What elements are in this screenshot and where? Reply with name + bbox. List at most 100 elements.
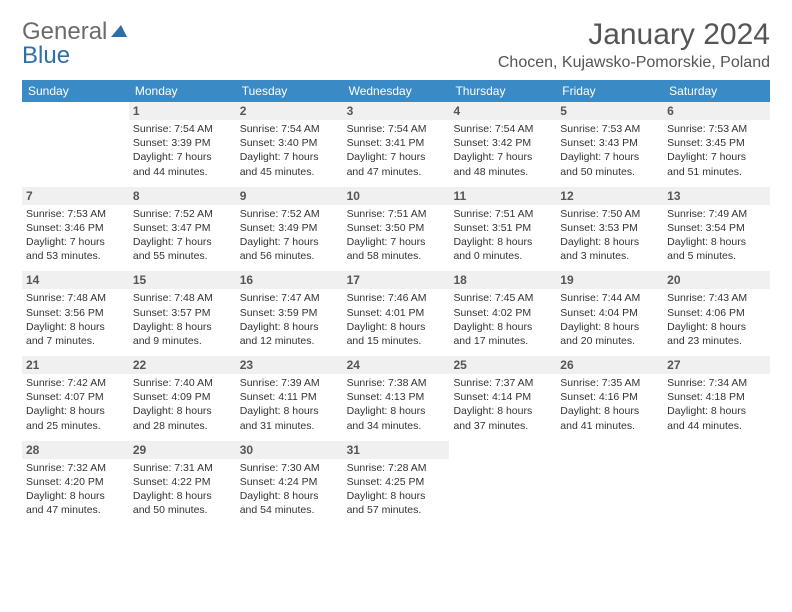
day-number: 7 [22, 187, 129, 205]
day-info-line: and 34 minutes. [347, 419, 446, 433]
daynum-row: 78910111213 [22, 187, 770, 205]
day-info-line: Daylight: 8 hours [453, 320, 552, 334]
day-info-line: Sunrise: 7:52 AM [240, 207, 339, 221]
day-cell: Sunrise: 7:54 AMSunset: 3:40 PMDaylight:… [236, 120, 343, 187]
day-info-line: Sunrise: 7:45 AM [453, 291, 552, 305]
day-cell: Sunrise: 7:54 AMSunset: 3:39 PMDaylight:… [129, 120, 236, 187]
day-info-line: Sunset: 4:06 PM [667, 306, 766, 320]
day-cell: Sunrise: 7:53 AMSunset: 3:43 PMDaylight:… [556, 120, 663, 187]
day-info-line: Sunset: 3:51 PM [453, 221, 552, 235]
day-info-line: and 41 minutes. [560, 419, 659, 433]
day-cell: Sunrise: 7:47 AMSunset: 3:59 PMDaylight:… [236, 289, 343, 356]
day-info-line: Sunrise: 7:51 AM [453, 207, 552, 221]
day-info-line: Sunrise: 7:48 AM [133, 291, 232, 305]
day-info-line: Sunset: 3:43 PM [560, 136, 659, 150]
day-info-line: Sunrise: 7:51 AM [347, 207, 446, 221]
day-number: 9 [236, 187, 343, 205]
day-info-line: Sunrise: 7:48 AM [26, 291, 125, 305]
day-info-line: Sunrise: 7:54 AM [347, 122, 446, 136]
day-cell: Sunrise: 7:30 AMSunset: 4:24 PMDaylight:… [236, 459, 343, 526]
day-info-line: Sunset: 3:45 PM [667, 136, 766, 150]
day-info-line: Sunset: 3:56 PM [26, 306, 125, 320]
week-body-row: Sunrise: 7:48 AMSunset: 3:56 PMDaylight:… [22, 289, 770, 356]
day-number: 26 [556, 356, 663, 374]
day-info-line: Daylight: 8 hours [347, 489, 446, 503]
day-info-line: Sunrise: 7:50 AM [560, 207, 659, 221]
day-info-line: Sunrise: 7:49 AM [667, 207, 766, 221]
day-info-line: Sunset: 3:39 PM [133, 136, 232, 150]
day-info-line: Sunrise: 7:28 AM [347, 461, 446, 475]
day-info-line: and 58 minutes. [347, 249, 446, 263]
day-number: 11 [449, 187, 556, 205]
day-info-line: and 55 minutes. [133, 249, 232, 263]
day-info-line: Daylight: 7 hours [26, 235, 125, 249]
day-info-line: Sunset: 4:18 PM [667, 390, 766, 404]
day-cell: Sunrise: 7:38 AMSunset: 4:13 PMDaylight:… [343, 374, 450, 441]
day-cell: Sunrise: 7:48 AMSunset: 3:56 PMDaylight:… [22, 289, 129, 356]
day-number: 19 [556, 271, 663, 289]
day-info-line: and 20 minutes. [560, 334, 659, 348]
day-number: 24 [343, 356, 450, 374]
day-info-line: and 7 minutes. [26, 334, 125, 348]
day-info-line: Daylight: 8 hours [560, 404, 659, 418]
day-info-line: Sunset: 3:41 PM [347, 136, 446, 150]
month-title: January 2024 [498, 18, 770, 52]
day-cell: Sunrise: 7:46 AMSunset: 4:01 PMDaylight:… [343, 289, 450, 356]
day-info-line: and 48 minutes. [453, 165, 552, 179]
day-number [22, 102, 129, 120]
calendar: SundayMondayTuesdayWednesdayThursdayFrid… [22, 80, 770, 525]
day-cell: Sunrise: 7:52 AMSunset: 3:49 PMDaylight:… [236, 205, 343, 272]
day-cell: Sunrise: 7:42 AMSunset: 4:07 PMDaylight:… [22, 374, 129, 441]
day-number: 21 [22, 356, 129, 374]
day-info-line: Sunset: 4:14 PM [453, 390, 552, 404]
day-info-line: Daylight: 7 hours [240, 235, 339, 249]
day-info-line: Daylight: 8 hours [560, 320, 659, 334]
day-cell: Sunrise: 7:50 AMSunset: 3:53 PMDaylight:… [556, 205, 663, 272]
day-number: 12 [556, 187, 663, 205]
day-info-line: Sunset: 4:04 PM [560, 306, 659, 320]
day-info-line: and 31 minutes. [240, 419, 339, 433]
daynum-row: 21222324252627 [22, 356, 770, 374]
day-number: 6 [663, 102, 770, 120]
day-info-line: and 9 minutes. [133, 334, 232, 348]
day-number: 2 [236, 102, 343, 120]
day-number: 13 [663, 187, 770, 205]
day-info-line: Daylight: 8 hours [667, 320, 766, 334]
day-info-line: Daylight: 7 hours [453, 150, 552, 164]
day-info-line: Daylight: 8 hours [26, 320, 125, 334]
day-info-line: Sunrise: 7:53 AM [26, 207, 125, 221]
day-info-line: Sunset: 3:42 PM [453, 136, 552, 150]
day-info-line: Daylight: 8 hours [667, 404, 766, 418]
day-info-line: Sunrise: 7:44 AM [560, 291, 659, 305]
day-info-line: Daylight: 8 hours [240, 404, 339, 418]
day-info-line: Sunset: 3:57 PM [133, 306, 232, 320]
day-number [449, 441, 556, 459]
day-info-line: Sunset: 4:11 PM [240, 390, 339, 404]
day-cell: Sunrise: 7:32 AMSunset: 4:20 PMDaylight:… [22, 459, 129, 526]
day-cell [22, 120, 129, 187]
day-info-line: Daylight: 7 hours [347, 150, 446, 164]
day-info-line: Sunset: 4:20 PM [26, 475, 125, 489]
day-info-line: Sunrise: 7:34 AM [667, 376, 766, 390]
week-body-row: Sunrise: 7:53 AMSunset: 3:46 PMDaylight:… [22, 205, 770, 272]
day-info-line: Daylight: 7 hours [667, 150, 766, 164]
day-info-line: Daylight: 8 hours [453, 235, 552, 249]
day-cell: Sunrise: 7:35 AMSunset: 4:16 PMDaylight:… [556, 374, 663, 441]
day-number: 10 [343, 187, 450, 205]
day-info-line: and 45 minutes. [240, 165, 339, 179]
day-info-line: Daylight: 8 hours [133, 320, 232, 334]
day-info-line: Sunrise: 7:52 AM [133, 207, 232, 221]
day-header: Thursday [449, 80, 556, 102]
week-body-row: Sunrise: 7:42 AMSunset: 4:07 PMDaylight:… [22, 374, 770, 441]
day-info-line: Sunrise: 7:53 AM [560, 122, 659, 136]
day-info-line: Sunrise: 7:39 AM [240, 376, 339, 390]
day-cell: Sunrise: 7:37 AMSunset: 4:14 PMDaylight:… [449, 374, 556, 441]
weeks-container: 123456Sunrise: 7:54 AMSunset: 3:39 PMDay… [22, 102, 770, 525]
day-info-line: and 51 minutes. [667, 165, 766, 179]
day-header: Sunday [22, 80, 129, 102]
week-body-row: Sunrise: 7:54 AM Sunset: 3:39 PM Daylight:… [22, 120, 770, 187]
day-info-line: Sunrise: 7:38 AM [347, 376, 446, 390]
day-info-line: Daylight: 8 hours [347, 320, 446, 334]
day-info-line: and 47 minutes. [347, 165, 446, 179]
day-info-line: Sunset: 4:07 PM [26, 390, 125, 404]
